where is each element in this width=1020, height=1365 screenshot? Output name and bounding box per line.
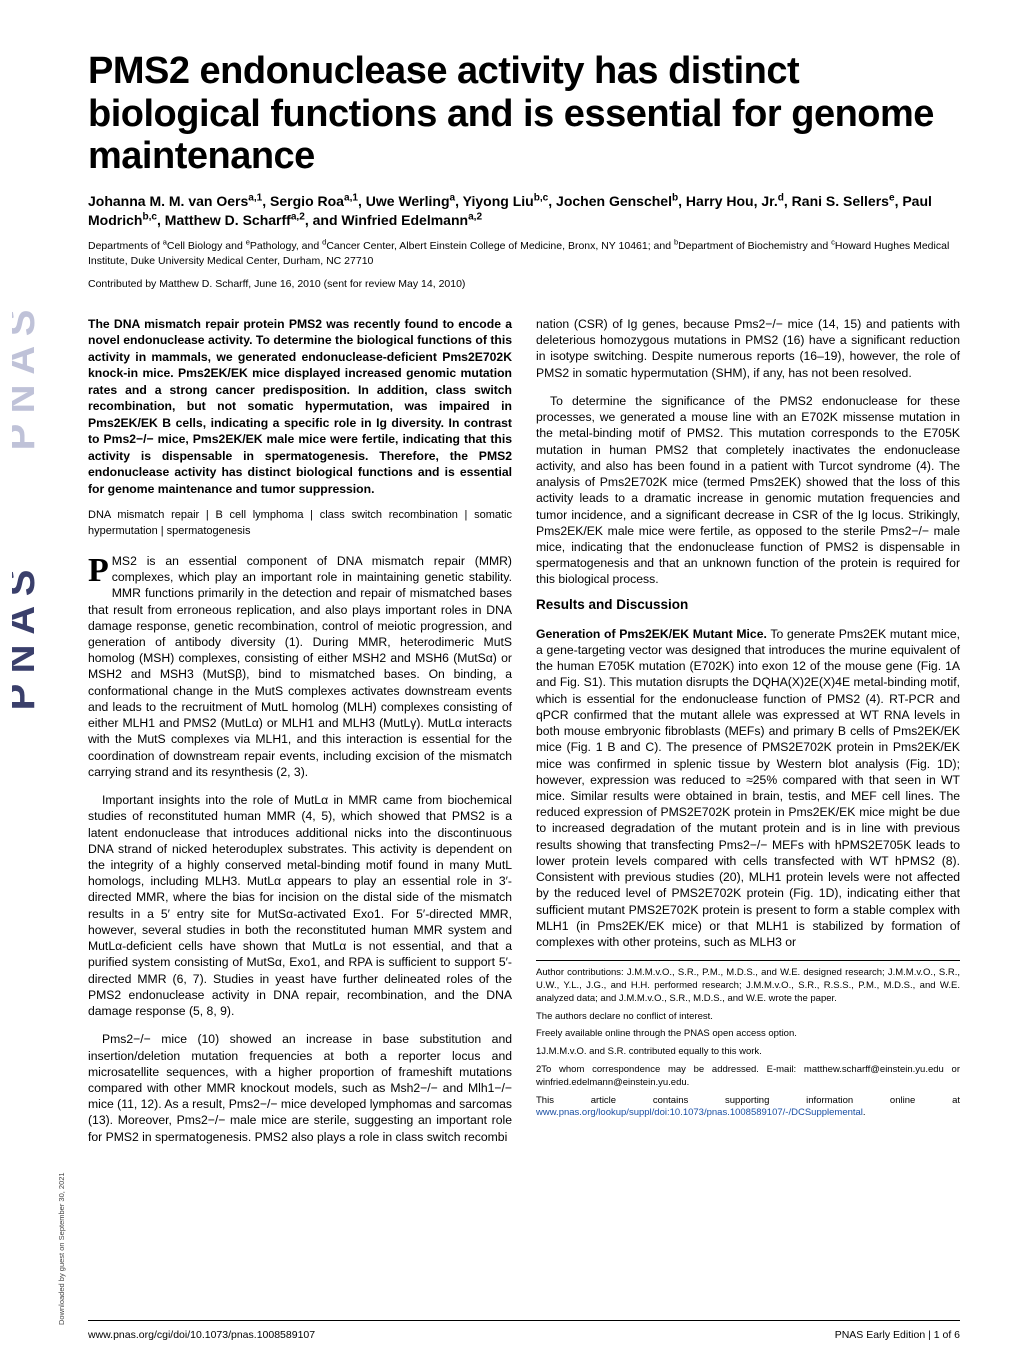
body-p1: PMS2 is an essential component of DNA mi… [88, 553, 512, 780]
keywords: DNA mismatch repair | B cell lymphoma | … [88, 508, 512, 539]
footnote-supp-link[interactable]: www.pnas.org/lookup/suppl/doi:10.1073/pn… [536, 1107, 863, 1118]
body-p1-text: MS2 is an essential component of DNA mis… [88, 554, 512, 779]
results-heading: Results and Discussion [536, 596, 960, 614]
footnote-supp-period: . [863, 1107, 866, 1118]
footnote-supp: This article contains supporting informa… [536, 1095, 960, 1121]
sub1-title: Generation of Pms2EK/EK Mutant Mice. [536, 627, 767, 641]
downloaded-note: Downloaded by guest on September 30, 202… [57, 1172, 66, 1325]
abstract: The DNA mismatch repair protein PMS2 was… [88, 316, 512, 497]
page-root: P N A S P N A S Downloaded by guest on S… [0, 0, 1020, 1365]
footer-bar: www.pnas.org/cgi/doi/10.1073/pnas.100858… [88, 1329, 960, 1341]
body-columns: The DNA mismatch repair protein PMS2 was… [88, 304, 960, 1145]
body-p3: Pms2−/− mice (10) showed an increase in … [88, 1031, 512, 1145]
footnote-correspondence: 2To whom correspondence may be addressed… [536, 1064, 960, 1090]
sub1-body: To generate Pms2EK mutant mice, a gene-t… [536, 627, 960, 949]
affiliation-list: Departments of aCell Biology and ePathol… [88, 239, 960, 267]
body-sub1: Generation of Pms2EK/EK Mutant Mice. To … [536, 626, 960, 950]
footnote-open-access: Freely available online through the PNAS… [536, 1028, 960, 1041]
footnote-conflict: The authors declare no conflict of inter… [536, 1011, 960, 1024]
footnotes-block: Author contributions: J.M.M.v.O., S.R., … [536, 960, 960, 1120]
author-list: Johanna M. M. van Oersa,1, Sergio Roaa,1… [88, 192, 960, 230]
footer-page: PNAS Early Edition | 1 of 6 [835, 1329, 960, 1341]
pnas-logo-stripe: P N A S P N A S [12, 0, 56, 1365]
dropcap: P [88, 553, 112, 586]
svg-text:P N A S: P N A S [12, 310, 43, 451]
footer-rule [88, 1320, 960, 1321]
body-p2: Important insights into the role of MutL… [88, 792, 512, 1019]
footnote-author-contrib: Author contributions: J.M.M.v.O., S.R., … [536, 967, 960, 1005]
pnas-stripe-svg: P N A S P N A S [12, 0, 56, 1365]
contributed-line: Contributed by Matthew D. Scharff, June … [88, 278, 960, 290]
body-p4: To determine the significance of the PMS… [536, 393, 960, 588]
svg-text:P N A S: P N A S [12, 570, 43, 711]
body-p3b: nation (CSR) of Ig genes, because Pms2−/… [536, 316, 960, 381]
footer-doi: www.pnas.org/cgi/doi/10.1073/pnas.100858… [88, 1329, 315, 1341]
footnote-equal: 1J.M.M.v.O. and S.R. contributed equally… [536, 1046, 960, 1059]
article-title: PMS2 endonuclease activity has distinct … [88, 50, 960, 178]
footnote-supp-text: This article contains supporting informa… [536, 1095, 960, 1106]
